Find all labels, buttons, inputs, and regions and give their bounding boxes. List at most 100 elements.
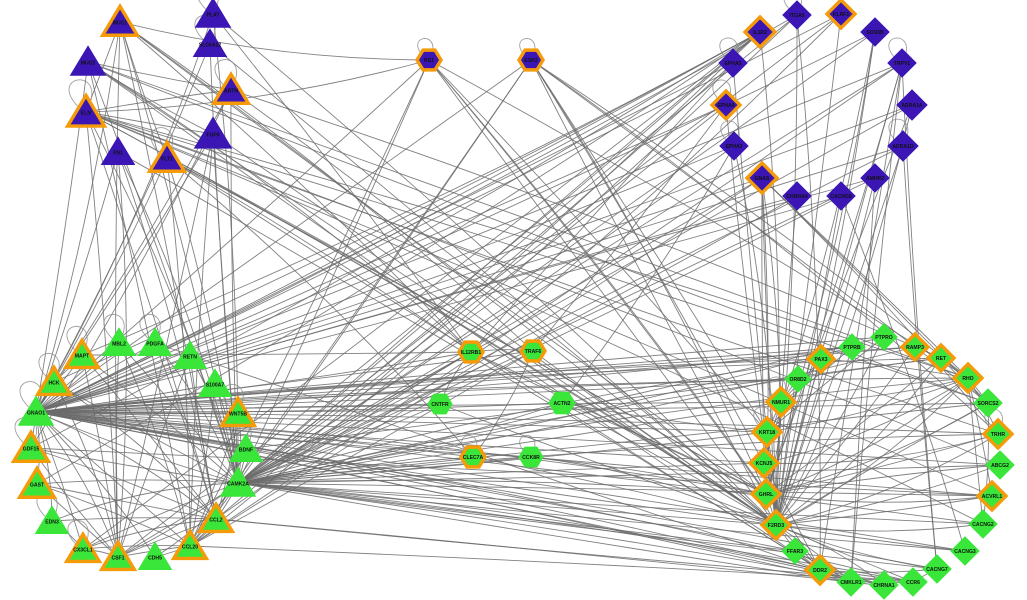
triangle-shape[interactable]: [197, 368, 233, 398]
triangle-shape[interactable]: [228, 433, 264, 463]
triangle-shape[interactable]: [99, 3, 141, 37]
graph-node-muc2[interactable]: MUC2: [69, 45, 107, 76]
triangle-shape[interactable]: [10, 429, 52, 463]
graph-node-cacng2[interactable]: CACNG2: [968, 509, 998, 539]
diamond-shape[interactable]: [968, 509, 998, 539]
hexagon-shape[interactable]: [459, 445, 487, 469]
graph-node-scn3b[interactable]: SCN3B: [860, 17, 890, 47]
graph-node-traf6[interactable]: TRAF6: [519, 339, 547, 363]
diamond-shape[interactable]: [719, 131, 749, 161]
graph-node-cacng8[interactable]: CACNG8: [826, 181, 856, 211]
diamond-shape[interactable]: [896, 89, 928, 121]
diamond-shape[interactable]: [782, 181, 812, 211]
triangle-shape[interactable]: [192, 28, 228, 58]
diamond-shape[interactable]: [951, 361, 985, 395]
graph-node-muc1[interactable]: MUC1: [99, 3, 141, 37]
diamond-shape[interactable]: [838, 333, 866, 361]
diamond-shape[interactable]: [709, 88, 743, 122]
triangle-shape[interactable]: [62, 336, 102, 370]
hexagon-shape[interactable]: [518, 446, 544, 468]
triangle-shape[interactable]: [137, 327, 173, 357]
graph-node-ptprb[interactable]: PTPRB: [838, 333, 866, 361]
triangle-shape[interactable]: [34, 363, 74, 397]
diamond-shape[interactable]: [824, 0, 858, 31]
triangle-shape[interactable]: [34, 505, 70, 535]
graph-node-adra1d[interactable]: ADRA1D: [887, 130, 919, 162]
diamond-shape[interactable]: [887, 130, 919, 162]
triangle-shape[interactable]: [146, 139, 188, 173]
diamond-shape[interactable]: [973, 388, 1003, 418]
triangle-shape[interactable]: [196, 500, 236, 534]
triangle-shape[interactable]: [101, 327, 137, 357]
graph-node-adra1a[interactable]: ADRA1A: [896, 89, 928, 121]
triangle-shape[interactable]: [219, 466, 257, 497]
graph-node-epha3[interactable]: EPHA3: [719, 131, 749, 161]
graph-node-cacng3[interactable]: CACNG3: [950, 536, 980, 566]
diamond-shape[interactable]: [781, 537, 809, 565]
diamond-shape[interactable]: [898, 567, 928, 597]
hexagon-shape[interactable]: [415, 48, 443, 72]
hexagon-shape[interactable]: [548, 391, 576, 415]
hexagon-shape[interactable]: [519, 339, 547, 363]
graph-node-epha5[interactable]: EPHA5: [718, 48, 748, 78]
triangle-shape[interactable]: [17, 395, 55, 426]
diamond-shape[interactable]: [975, 479, 1009, 513]
diamond-shape[interactable]: [759, 508, 793, 542]
hexagon-shape[interactable]: [517, 48, 545, 72]
triangle-shape[interactable]: [172, 340, 208, 370]
diamond-shape[interactable]: [870, 323, 898, 351]
graph-node-trpv1[interactable]: TRPV1: [887, 48, 917, 78]
diamond-shape[interactable]: [925, 342, 957, 374]
diamond-shape[interactable]: [922, 554, 952, 584]
triangle-shape[interactable]: [64, 92, 108, 128]
diamond-shape[interactable]: [899, 331, 931, 363]
diamond-shape[interactable]: [747, 446, 781, 480]
diamond-shape[interactable]: [749, 477, 783, 511]
triangle-shape[interactable]: [69, 45, 107, 76]
diamond-shape[interactable]: [887, 48, 917, 78]
triangle-shape[interactable]: [137, 541, 173, 571]
graph-node-clec7a[interactable]: CLEC7A: [459, 445, 487, 469]
graph-node-actn2[interactable]: ACTN2: [548, 391, 576, 415]
diamond-shape[interactable]: [985, 450, 1015, 480]
graph-node-ptpro[interactable]: PTPRO: [870, 323, 898, 351]
diamond-shape[interactable]: [803, 553, 837, 587]
graph-node-esr2[interactable]: ESR2: [517, 48, 545, 72]
graph-node-fgf6[interactable]: FGF6: [193, 116, 233, 149]
diamond-shape[interactable]: [981, 417, 1015, 451]
triangle-shape[interactable]: [218, 394, 258, 428]
triangle-shape[interactable]: [98, 538, 138, 572]
triangle-shape[interactable]: [194, 0, 232, 28]
triangle-shape[interactable]: [16, 465, 58, 499]
graph-node-abcg2[interactable]: ABCG2: [985, 450, 1015, 480]
hexagon-shape[interactable]: [427, 393, 453, 415]
graph-node-or8d2[interactable]: OR8D2: [784, 365, 812, 393]
diamond-shape[interactable]: [826, 181, 856, 211]
graph-node-cntfr[interactable]: CNTFR: [427, 393, 453, 415]
triangle-shape[interactable]: [170, 527, 210, 561]
graph-node-s100a7[interactable]: S100A7: [197, 368, 233, 398]
graph-node-cck8r[interactable]: CCK8R: [518, 446, 544, 468]
diamond-shape[interactable]: [742, 14, 778, 50]
triangle-shape[interactable]: [193, 116, 233, 149]
hexagon-shape[interactable]: [457, 340, 485, 364]
diamond-shape[interactable]: [744, 160, 780, 196]
diamond-shape[interactable]: [950, 536, 980, 566]
triangle-shape[interactable]: [100, 136, 136, 166]
diamond-shape[interactable]: [750, 415, 784, 449]
diamond-shape[interactable]: [860, 163, 890, 193]
diamond-shape[interactable]: [784, 365, 812, 393]
diamond-shape[interactable]: [782, 0, 812, 30]
graph-node-il12rb1[interactable]: IL12RB1: [457, 340, 485, 364]
triangle-shape[interactable]: [63, 530, 103, 564]
diamond-shape[interactable]: [869, 570, 899, 600]
graph-node-cacng7[interactable]: CACNG7: [922, 554, 952, 584]
diamond-shape[interactable]: [836, 567, 866, 597]
diamond-shape[interactable]: [718, 48, 748, 78]
diamond-shape[interactable]: [764, 385, 798, 419]
graph-node-acvrl1[interactable]: ACVRL1: [975, 479, 1009, 513]
graph-node-ccr6[interactable]: CCR6: [898, 567, 928, 597]
diamond-shape[interactable]: [860, 17, 890, 47]
graph-node-rs1[interactable]: RS1: [415, 48, 443, 72]
